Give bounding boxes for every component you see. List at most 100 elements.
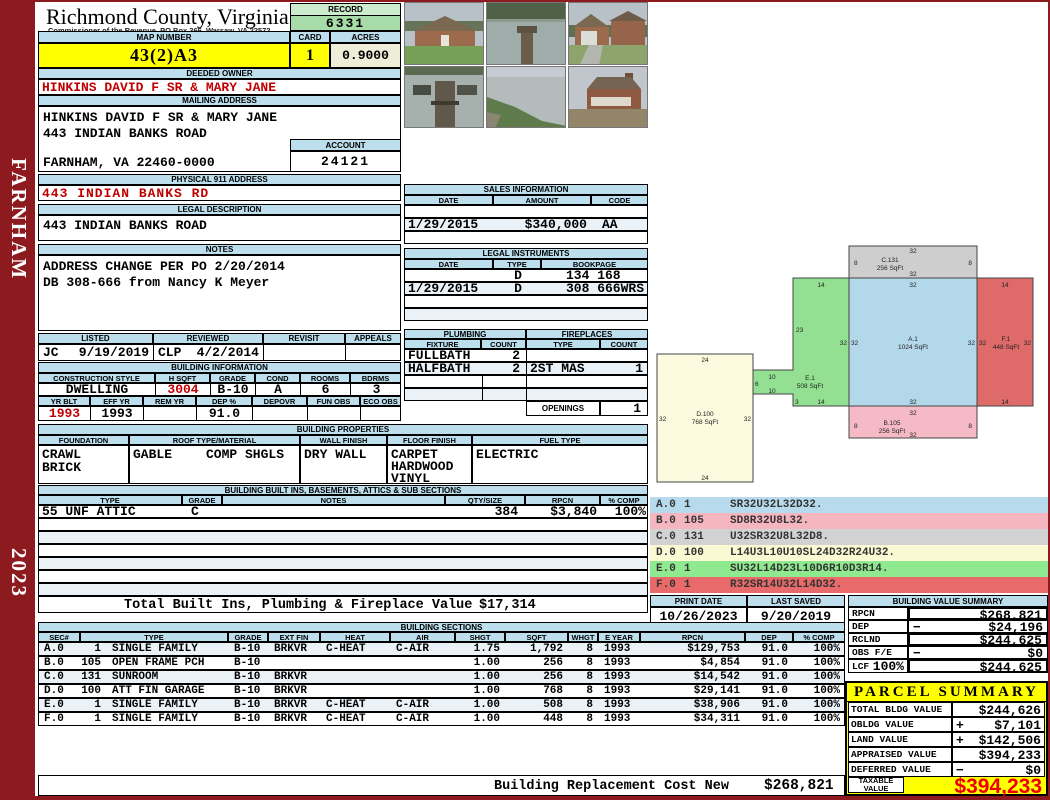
- type-header: TYPE: [80, 632, 228, 642]
- built-ins-grade: C: [191, 506, 199, 517]
- photo-front-elevation[interactable]: [404, 2, 484, 65]
- bs-shgt: 1.00: [473, 671, 500, 683]
- bdrms-value: 3: [372, 384, 381, 395]
- built-ins-qty-header: QTY/SIZE: [445, 495, 525, 505]
- dim-e-right: 32: [840, 340, 848, 347]
- bs-shgt: 1.00: [473, 685, 500, 697]
- legal-date-header: DATE: [404, 259, 493, 269]
- built-ins-empty-row: [38, 518, 648, 531]
- photo-garage-elevation[interactable]: [568, 2, 648, 65]
- dep-header: DEP %: [196, 396, 252, 406]
- sketch-shape-d: [656, 353, 754, 483]
- built-ins-empty-row: [38, 557, 648, 570]
- photo-shoreline-view[interactable]: [486, 66, 566, 128]
- photo-dock-view[interactable]: [404, 66, 484, 128]
- parcel-value: $142,506: [978, 733, 1041, 748]
- bs-grade: B-10: [234, 643, 261, 655]
- grade-header: GRADE: [228, 632, 268, 642]
- bs-ext: BRKVR: [274, 713, 308, 725]
- bs-type: SINGLE FAMILY: [112, 643, 198, 655]
- funobs-value: [308, 407, 361, 420]
- built-ins-qty: 384: [494, 506, 518, 517]
- photo-river-view[interactable]: [486, 2, 566, 65]
- sketch-shape-a: [848, 277, 978, 407]
- physical-address-header: PHYSICAL 911 ADDRESS: [38, 174, 401, 185]
- sales-code: [592, 232, 649, 243]
- bs-shgt: 1.00: [473, 699, 500, 711]
- openings-value: 1: [600, 401, 648, 416]
- label-d: D.100: [696, 411, 714, 418]
- yrblt-header: YR BLT: [38, 396, 90, 406]
- parcel-value-box: $394,233: [952, 747, 1045, 763]
- bs-comp: 100%: [813, 643, 840, 655]
- bvs-label-rpcn: RPCN: [848, 607, 908, 620]
- comp-header: % COMP: [793, 632, 845, 642]
- area-d: 768 SqFt: [692, 419, 719, 426]
- dim-b-top: 32: [909, 410, 917, 417]
- dim-d-left: 32: [659, 416, 667, 423]
- building-section-row: D.0 100 ATT FIN GARAGE B-10 BRKVR 1.00 768 8 199…: [38, 684, 845, 698]
- bs-comp: 100%: [813, 657, 840, 669]
- label-e: E.1: [805, 375, 815, 382]
- bs-dep: 91.0: [761, 671, 788, 683]
- dim-c-top: 32: [909, 248, 917, 255]
- bs-rpcn: $129,753: [687, 643, 740, 655]
- eyear-header: E YEAR: [598, 632, 640, 642]
- ecoobs-header: ECO OBS: [360, 396, 401, 406]
- notes-box: ADDRESS CHANGE PER PO 2/20/2014 DB 308-6…: [38, 255, 401, 331]
- bs-whgt: 8: [586, 657, 593, 669]
- bs-dep: 91.0: [761, 643, 788, 655]
- legal-date: [405, 270, 494, 281]
- bs-comp: 100%: [813, 671, 840, 683]
- dim-f-left: 32: [979, 340, 987, 347]
- bs-heat: C-HEAT: [326, 643, 366, 655]
- mailing-address-header: MAILING ADDRESS: [38, 95, 401, 106]
- bs-type: ATT FIN GARAGE: [112, 685, 205, 697]
- roof-material-value: COMP SHGLS: [206, 447, 285, 462]
- bs-qty: 105: [81, 657, 101, 669]
- card-value: 1: [290, 43, 330, 68]
- bs-eyear: 1993: [604, 643, 631, 655]
- bs-shgt: 1.75: [473, 643, 500, 655]
- replacement-cost-value: $268,821: [764, 778, 834, 794]
- legend-vector: SD8R32U8L32.: [730, 515, 810, 527]
- fireplaces-title: FIREPLACES: [526, 329, 648, 339]
- area-b: 256 SqFt: [879, 428, 906, 435]
- bs-sqft: 448: [543, 713, 563, 725]
- bs-sqft: 768: [543, 685, 563, 697]
- legend-row-a: A.0 1 SR32U32L32D32.: [650, 497, 1048, 513]
- photo-rear-elevation[interactable]: [568, 66, 648, 128]
- dim-a-top: 32: [909, 282, 917, 289]
- built-ins-rpcn: $3,840: [550, 506, 597, 517]
- fixture-count: 2: [482, 363, 527, 374]
- commissioner-line: Commissioner of the Revenue, PO Box 366,…: [48, 26, 270, 35]
- print-date-header: PRINT DATE: [650, 595, 747, 607]
- bs-heat: C-HEAT: [326, 713, 366, 725]
- cond-header: COND: [255, 373, 300, 383]
- dim-b-bottom: 32: [909, 432, 917, 439]
- bvs-value-rpcn-box: $268,821: [908, 607, 1048, 620]
- legal-type: D: [514, 270, 522, 281]
- last-saved-header: LAST SAVED: [747, 595, 845, 607]
- bs-rpcn: $14,542: [693, 671, 740, 683]
- funobs-header: FUN OBS: [307, 396, 360, 406]
- bs-qty: 1: [94, 713, 101, 725]
- replacement-cost-row: Building Replacement Cost New $268,821: [38, 775, 845, 796]
- reviewed-date: 4/2/2014: [196, 345, 259, 360]
- foundation-value-1: CRAWL: [42, 447, 82, 462]
- built-ins-total-label: Total Built Ins, Plumbing & Fireplace Va…: [124, 598, 473, 613]
- bs-whgt: 8: [586, 713, 593, 725]
- legend-vector: U32SR32U8L32D8.: [730, 531, 830, 543]
- fixture-header: FIXTURE: [404, 339, 481, 349]
- empty-cell: [482, 376, 527, 387]
- bs-ext: BRKVR: [274, 643, 308, 655]
- wall-finish-value: DRY WALL: [304, 447, 367, 462]
- parcel-op: +: [956, 718, 964, 733]
- dim-e-notch-bottom: 10: [768, 388, 776, 395]
- sketch-shape-f: [976, 277, 1034, 407]
- parcel-label: TOTAL BLDG VALUE: [848, 702, 952, 717]
- bs-sec: D.0: [44, 685, 64, 697]
- parcel-value: $7,101: [994, 718, 1041, 733]
- reviewed-cell: CLP 4/2/2014: [154, 345, 264, 360]
- fixture-count-header: COUNT: [481, 339, 526, 349]
